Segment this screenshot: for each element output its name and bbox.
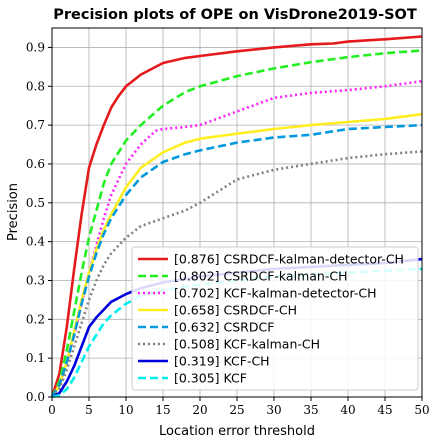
legend-entry-4: [0.632] CSRDCF	[174, 320, 274, 335]
legend-entry-3: [0.658] CSRDCF-CH	[174, 303, 297, 318]
legend-entry-7: [0.305] KCF	[174, 371, 247, 386]
legend-entry-6: [0.319] KCF-CH	[174, 354, 270, 369]
x-tick-label: 5	[85, 403, 93, 417]
x-tick-label: 20	[192, 403, 207, 417]
y-tick-label: 0.7	[26, 118, 45, 132]
axis-ticks: 0 5 10 15 20 25 30 35 40 45 50 0.0 0.1 0.2 0.3 0.4 0.5 0.…	[26, 40, 430, 417]
chart-title: Precision plots of OPE on VisDrone2019-S…	[53, 7, 417, 23]
series-line-0	[50, 35, 423, 398]
x-tick-label: 35	[303, 403, 318, 417]
series-line-4	[50, 123, 423, 398]
plot-lines	[50, 35, 423, 399]
y-tick-label: 0.8	[26, 79, 45, 93]
y-tick-label: 0.0	[26, 390, 45, 404]
x-tick-label: 15	[155, 403, 170, 417]
y-tick-label: 0.6	[26, 157, 45, 171]
x-tick-label: 10	[118, 403, 133, 417]
x-tick-label: 25	[229, 403, 244, 417]
x-tick-label: 50	[414, 403, 429, 417]
y-axis-label: Precision	[6, 183, 21, 241]
legend: [0.876] CSRDCF-kalman-detector-CH [0.802]…	[131, 246, 419, 391]
series-line-5	[51, 150, 423, 398]
series-line-7	[51, 267, 423, 399]
y-tick-label: 0.1	[26, 351, 45, 365]
legend-entry-5: [0.508] KCF-kalman-CH	[174, 337, 320, 352]
legend-entry-1: [0.802] CSRDCF-kalman-CH	[174, 269, 347, 284]
y-tick-label: 0.4	[26, 235, 45, 249]
x-tick-label: 0	[48, 403, 56, 417]
legend-entry-0: [0.876] CSRDCF-kalman-detector-CH	[174, 252, 404, 267]
y-tick-label: 0.9	[26, 40, 45, 54]
y-tick-label: 0.2	[26, 312, 45, 326]
legend-entry-2: [0.702] KCF-kalman-detector-CH	[174, 286, 377, 301]
y-tick-label: 0.3	[26, 273, 45, 287]
series-line-1	[50, 49, 423, 398]
y-tick-label: 0.5	[26, 196, 45, 210]
x-tick-label: 40	[340, 403, 355, 417]
x-tick-label: 30	[266, 403, 281, 417]
legend-box	[131, 246, 419, 391]
x-axis-label: Location error threshold	[159, 424, 315, 439]
x-tick-label: 45	[377, 403, 392, 417]
